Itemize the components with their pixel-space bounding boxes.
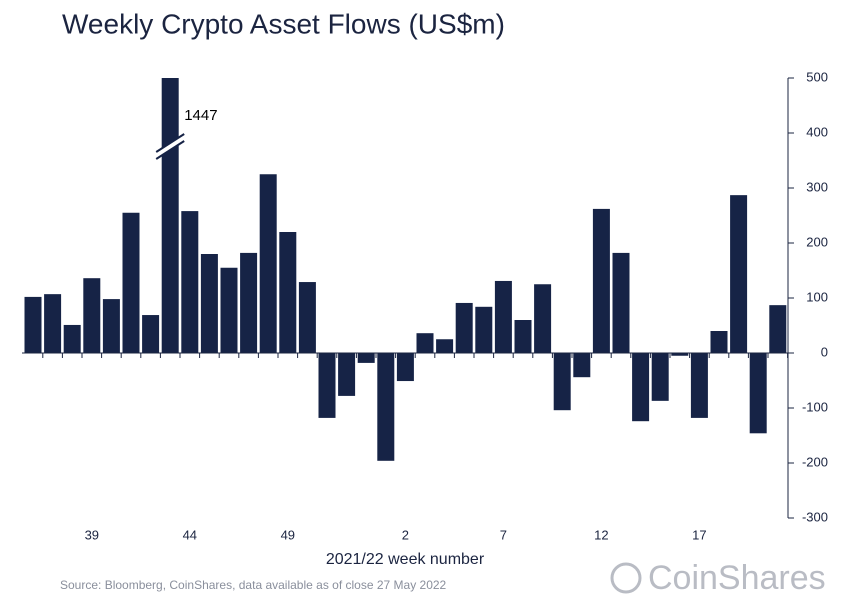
bar (396, 353, 414, 382)
bar (357, 353, 375, 363)
bar (671, 353, 689, 356)
bar (161, 78, 179, 353)
bar (632, 353, 650, 422)
bar (514, 320, 532, 353)
bar (63, 324, 81, 353)
x-axis-label: 2021/22 week number (326, 551, 485, 568)
x-tick-label: 44 (183, 527, 197, 542)
source-note: Source: Bloomberg, CoinShares, data avai… (60, 578, 447, 592)
bar (749, 353, 767, 434)
y-tick-label: 0 (821, 344, 828, 359)
bar (338, 353, 356, 396)
bar (259, 174, 277, 353)
bar (181, 211, 199, 353)
bar (142, 315, 160, 353)
y-tick-label: 100 (806, 289, 828, 304)
x-tick-label: 39 (85, 527, 99, 542)
logo-text: CoinShares (648, 559, 826, 597)
bar (279, 232, 297, 353)
bar (475, 306, 493, 353)
bar (377, 353, 395, 461)
bar (44, 294, 62, 353)
bar (24, 296, 42, 353)
x-tick-label: 12 (594, 527, 608, 542)
bar (534, 284, 552, 353)
y-tick-label: -200 (802, 454, 828, 469)
bars (24, 78, 787, 461)
y-tick-label: -100 (802, 399, 828, 414)
x-tick-label: 7 (500, 527, 507, 542)
bar (651, 353, 669, 401)
bar (553, 353, 571, 411)
y-tick-label: 300 (806, 179, 828, 194)
logo: CoinShares (610, 559, 826, 597)
break-line (155, 140, 185, 160)
logo-icon (610, 562, 642, 594)
y-tick-label: 500 (806, 69, 828, 84)
bar (240, 252, 258, 353)
bar (318, 353, 336, 418)
bar (612, 252, 630, 353)
bar (416, 333, 434, 353)
value-label: 1447 (184, 107, 217, 124)
y-tick-label: 200 (806, 234, 828, 249)
y-tick-label: -300 (802, 509, 828, 524)
x-tick-label: 2 (402, 527, 409, 542)
bar (200, 254, 218, 353)
bar (122, 212, 140, 353)
bar (298, 282, 316, 353)
y-tick-label: 400 (806, 124, 828, 139)
bar (220, 267, 238, 353)
bar (769, 305, 787, 353)
bar (573, 353, 591, 378)
bar (592, 208, 610, 353)
bar (436, 339, 454, 353)
chart-title: Weekly Crypto Asset Flows (US$m) (62, 8, 505, 39)
bar (102, 299, 120, 353)
bar (710, 331, 728, 353)
bar (730, 195, 748, 353)
bar (83, 278, 101, 353)
axis-break (156, 134, 185, 159)
x-tick-label: 17 (692, 527, 706, 542)
break-line (155, 133, 185, 153)
bar (690, 353, 708, 418)
bar (494, 280, 512, 353)
bar (455, 302, 473, 353)
x-tick-label: 49 (281, 527, 295, 542)
